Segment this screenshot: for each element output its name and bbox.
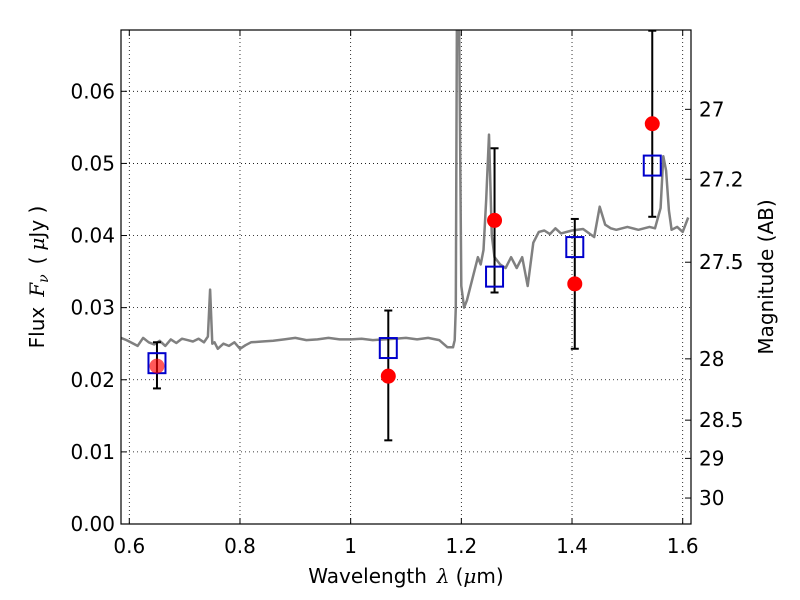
y-axis-flux-subscript: ν (36, 274, 52, 283)
plot-area (121, 30, 690, 442)
y-tick-label: 0.04 (70, 224, 115, 248)
observed-circle-marker (380, 368, 396, 384)
x-axis-lambda: λ (436, 564, 450, 588)
y2-tick-label: 29 (699, 446, 724, 470)
observed-circle-marker (644, 116, 660, 132)
y-axis-unit-open: ( (25, 257, 49, 265)
y2-tick-label: 27.5 (699, 250, 744, 274)
model-square-marker (565, 236, 585, 259)
y-axis-unit-rest: Jy ) (25, 206, 49, 240)
y2-tick-label: 28.5 (699, 408, 744, 432)
plot-frame (120, 29, 692, 525)
y2-tick-label: 27 (699, 97, 724, 121)
observed-circle-marker (487, 212, 503, 228)
y-axis-label: Flux Fν ( μJy ) (25, 206, 52, 349)
grid (121, 30, 691, 524)
y-tick-label: 0.00 (70, 512, 115, 536)
x-axis-label-text: Wavelength (308, 564, 427, 588)
x-axis-unit-open: ( (456, 564, 464, 588)
y2-tick-label: 27.2 (699, 167, 744, 191)
model-square-marker (378, 337, 398, 360)
observed-circle-marker (149, 358, 165, 374)
y2-tick-label: 28 (699, 347, 724, 371)
x-tick-label: 0.8 (224, 534, 256, 558)
y2-axis-label: Magnitude (AB) (754, 199, 778, 354)
x-tick-label: 1 (344, 534, 357, 558)
model-square-marker (642, 154, 662, 177)
x-tick-label: 0.6 (113, 534, 145, 558)
observed-circle-marker (567, 276, 583, 292)
x-tick-label: 1.2 (445, 534, 477, 558)
model-square-marker (485, 265, 505, 288)
x-axis-unit-rest: m) (476, 564, 503, 588)
y-tick-label: 0.05 (70, 151, 115, 175)
x-tick-label: 1.6 (667, 534, 699, 558)
y-axis-unit-mu: μ (25, 238, 49, 251)
y2-tick-label: 30 (699, 486, 724, 510)
x-axis-unit-mu: μ (463, 564, 476, 588)
y-axis-label-text: Flux (25, 307, 49, 349)
x-tick-label: 1.4 (556, 534, 588, 558)
y-tick-label: 0.01 (70, 440, 115, 464)
x-axis-label: Wavelength λ (μm) (308, 564, 503, 588)
y-axis-flux-symbol: F (25, 282, 49, 298)
y-tick-label: 0.02 (70, 368, 115, 392)
spectrum-line (121, 30, 690, 351)
axis-ticks: 0.6 0.8 1 1.2 1.4 1.6 0.00 0.01 0.02 0.03 0.04 0.05… (70, 30, 744, 558)
y-tick-label: 0.03 (70, 296, 115, 320)
y-tick-label: 0.06 (70, 79, 115, 103)
